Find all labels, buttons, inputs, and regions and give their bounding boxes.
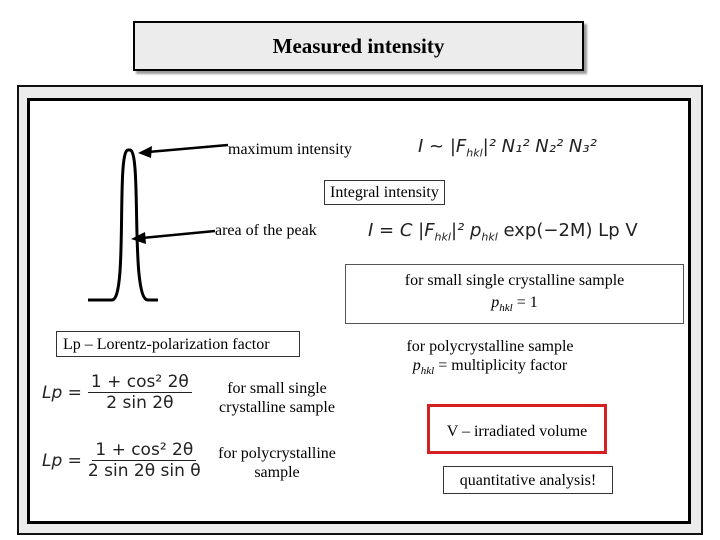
- lp-single-caption-line2: crystalline sample: [219, 399, 335, 416]
- lp-fraction: 1 + cos² 2θ 2 sin 2θ sin θ: [88, 440, 201, 481]
- lp-heading-text: Lp – Lorentz-polarization factor: [63, 336, 270, 353]
- multiplicity-line: phkl = multiplicity factor: [385, 356, 595, 381]
- quantitative-analysis-box: quantitative analysis!: [443, 466, 613, 494]
- lp-heading: Lp – Lorentz-polarization factor: [56, 331, 300, 357]
- polycrystalline-block: for polycrystalline sample phkl = multip…: [385, 337, 595, 381]
- lp-fraction: 1 + cos² 2θ 2 sin 2θ: [87, 372, 192, 413]
- formula-part: |² p: [450, 220, 482, 241]
- peak-curve: [88, 148, 158, 302]
- phkl-symbol: p: [491, 294, 500, 311]
- lp-left: Lp =: [42, 382, 82, 403]
- formula-sub: hkl: [466, 146, 483, 160]
- multiplicity-subscript: hkl: [420, 365, 435, 378]
- lp-denominator: 2 sin 2θ: [106, 393, 174, 413]
- lp-denominator: 2 sin 2θ sin θ: [87, 461, 201, 481]
- irradiated-volume-box: V – irradiated volume: [427, 404, 607, 454]
- maximum-intensity-label: maximum intensity: [228, 141, 352, 158]
- arrow-area-line: [141, 229, 216, 240]
- lp-single-caption-line1: for small single: [227, 380, 327, 397]
- arrow-area-head: [131, 232, 146, 244]
- phkl-subscript: hkl: [499, 302, 513, 315]
- phkl-value: = 1: [516, 294, 538, 311]
- multiplicity-text: = multiplicity factor: [438, 357, 568, 374]
- lp-formula-single: Lp = 1 + cos² 2θ 2 sin 2θ: [42, 372, 192, 413]
- lp-single-caption: for small single crystalline sample: [207, 379, 347, 417]
- formula-part: |² N₁² N₂² N₃²: [482, 136, 597, 157]
- lp-numerator: 1 + cos² 2θ: [92, 440, 197, 461]
- formula-part: I ~ |F: [418, 136, 467, 157]
- formula-sub: hkl: [481, 230, 498, 244]
- quantitative-analysis-text: quantitative analysis!: [459, 472, 597, 489]
- integral-intensity-label: Integral intensity: [324, 180, 445, 205]
- polycrystalline-text: for polycrystalline sample: [406, 338, 574, 355]
- lp-formula-poly: Lp = 1 + cos² 2θ 2 sin 2θ sin θ: [42, 440, 201, 481]
- arrow-max-head: [138, 146, 152, 158]
- lp-left: Lp =: [42, 450, 82, 471]
- lp-numerator: 1 + cos² 2θ: [87, 372, 192, 393]
- lp-poly-caption-line1: for polycrystalline: [218, 445, 336, 462]
- lp-poly-caption-line2: sample: [254, 464, 300, 481]
- max-intensity-formula: I ~ |Fhkl|² N₁² N₂² N₃²: [418, 136, 597, 160]
- formula-part: exp(−2M) Lp V: [497, 220, 638, 241]
- arrow-max-line: [147, 143, 229, 154]
- area-of-peak-label: area of the peak: [215, 222, 317, 239]
- multiplicity-symbol: p: [412, 357, 421, 374]
- lp-poly-caption: for polycrystalline sample: [207, 444, 347, 482]
- title-text: Measured intensity: [272, 33, 445, 58]
- peak-diagram: [88, 143, 229, 302]
- page-title: Measured intensity: [133, 21, 584, 71]
- irradiated-volume-text: V – irradiated volume: [446, 423, 588, 440]
- integral-intensity-formula: I = C |Fhkl|² phkl exp(−2M) Lp V: [368, 220, 638, 244]
- small-single-sample-text: for small single crystalline sample: [404, 272, 625, 289]
- phkl-equals-one: phkl = 1: [346, 293, 683, 318]
- formula-sub: hkl: [434, 230, 451, 244]
- small-single-sample-box: for small single crystalline sample phkl…: [345, 264, 684, 324]
- formula-part: I = C |F: [368, 220, 435, 241]
